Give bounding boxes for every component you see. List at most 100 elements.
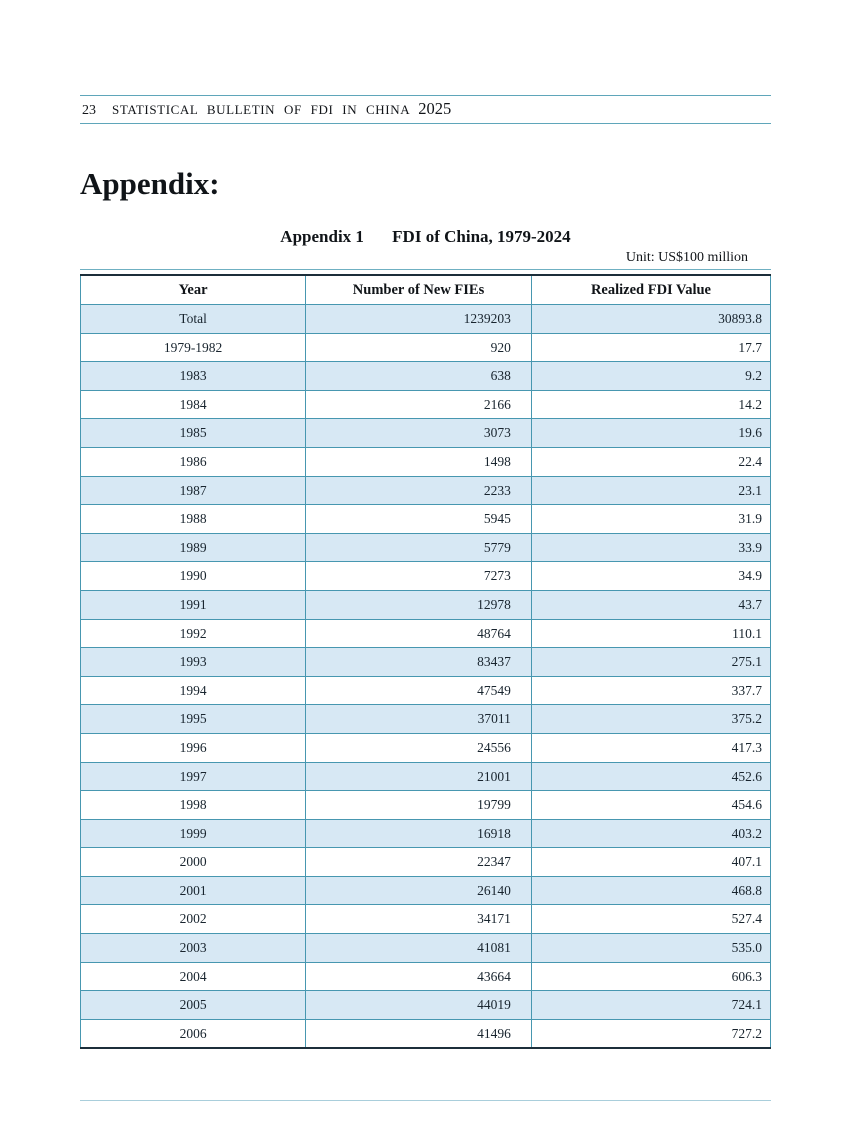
- table-row: 2002 34171 527.4: [79, 904, 772, 935]
- running-header: 23 STATISTICAL BULLETIN OF FDI IN CHINA …: [80, 95, 771, 124]
- table-row: 1993 83437 275.1: [79, 647, 772, 677]
- table-row: 1986 1498 22.4: [79, 446, 772, 477]
- cell-fdi-value: 606.3: [530, 961, 772, 992]
- cell-new-fies: 2166: [305, 389, 532, 420]
- cell-new-fies: 2233: [305, 475, 532, 506]
- cell-year: 1989: [79, 532, 307, 563]
- cell-new-fies: 920: [305, 332, 532, 363]
- table-row: 2001 26140 468.8: [79, 875, 772, 906]
- cell-year: 2000: [79, 847, 307, 877]
- cell-year: 2006: [79, 1018, 307, 1050]
- cell-year: 1979-1982: [79, 332, 307, 363]
- table-row: 2000 22347 407.1: [79, 847, 772, 877]
- table-row: 2006 41496 727.2: [79, 1018, 772, 1050]
- col-header-new-fies: Number of New FIEs: [305, 274, 532, 305]
- cell-year: 1986: [79, 446, 307, 477]
- cell-fdi-value: 33.9: [530, 532, 772, 563]
- cell-new-fies: 43664: [305, 961, 532, 992]
- table-row: 2004 43664 606.3: [79, 961, 772, 992]
- cell-fdi-value: 417.3: [530, 732, 772, 763]
- table-row: 1979-1982 920 17.7: [79, 332, 772, 363]
- cell-new-fies: 41081: [305, 933, 532, 963]
- table-row: 1990 7273 34.9: [79, 561, 772, 591]
- cell-fdi-value: 337.7: [530, 675, 772, 706]
- cell-fdi-value: 275.1: [530, 647, 772, 677]
- cell-fdi-value: 403.2: [530, 818, 772, 849]
- table-row: 1984 2166 14.2: [79, 389, 772, 420]
- cell-fdi-value: 31.9: [530, 504, 772, 534]
- cell-new-fies: 1239203: [305, 304, 532, 334]
- cell-fdi-value: 22.4: [530, 446, 772, 477]
- cell-year: 1990: [79, 561, 307, 591]
- table-row: 1989 5779 33.9: [79, 532, 772, 563]
- cell-year: 1995: [79, 704, 307, 734]
- cell-fdi-value: 468.8: [530, 875, 772, 906]
- col-header-year: Year: [79, 274, 307, 305]
- cell-new-fies: 638: [305, 361, 532, 391]
- table-row: 1995 37011 375.2: [79, 704, 772, 734]
- table-row: Total 1239203 30893.8: [79, 304, 772, 334]
- cell-year: 1992: [79, 618, 307, 649]
- cell-fdi-value: 527.4: [530, 904, 772, 935]
- cell-fdi-value: 34.9: [530, 561, 772, 591]
- cell-new-fies: 21001: [305, 761, 532, 792]
- table-row: 1998 19799 454.6: [79, 790, 772, 820]
- cell-fdi-value: 727.2: [530, 1018, 772, 1050]
- cell-fdi-value: 454.6: [530, 790, 772, 820]
- cell-year: 2003: [79, 933, 307, 963]
- cell-new-fies: 16918: [305, 818, 532, 849]
- table-row: 1987 2233 23.1: [79, 475, 772, 506]
- table-row: 1991 12978 43.7: [79, 589, 772, 620]
- footer-rule: [80, 1100, 771, 1102]
- cell-fdi-value: 19.6: [530, 418, 772, 448]
- cell-new-fies: 1498: [305, 446, 532, 477]
- table-row: 2005 44019 724.1: [79, 990, 772, 1020]
- cell-fdi-value: 17.7: [530, 332, 772, 363]
- table-caption-label: Appendix 1: [280, 227, 364, 246]
- cell-year: 1999: [79, 818, 307, 849]
- cell-new-fies: 3073: [305, 418, 532, 448]
- appendix-heading: Appendix:: [80, 166, 220, 201]
- cell-fdi-value: 23.1: [530, 475, 772, 506]
- table-caption: Appendix 1 FDI of China, 1979-2024: [80, 226, 771, 248]
- bulletin-year: 2025: [418, 99, 452, 118]
- cell-new-fies: 12978: [305, 589, 532, 620]
- table-row: 1994 47549 337.7: [79, 675, 772, 706]
- cell-new-fies: 5779: [305, 532, 532, 563]
- table-body: Total 1239203 30893.8 1979-1982 920 17.7…: [79, 304, 772, 1050]
- cell-year: 1997: [79, 761, 307, 792]
- appendix-table-block: Appendix 1 FDI of China, 1979-2024 Unit:…: [79, 226, 772, 1050]
- table-header-row: Year Number of New FIEs Realized FDI Val…: [79, 274, 772, 305]
- cell-fdi-value: 30893.8: [530, 304, 772, 334]
- table-head: Year Number of New FIEs Realized FDI Val…: [79, 274, 772, 305]
- cell-year: 1991: [79, 589, 307, 620]
- table-caption-title: FDI of China, 1979-2024: [392, 227, 571, 246]
- cell-fdi-value: 375.2: [530, 704, 772, 734]
- cell-new-fies: 19799: [305, 790, 532, 820]
- cell-fdi-value: 407.1: [530, 847, 772, 877]
- bulletin-title: STATISTICAL BULLETIN OF FDI IN CHINA: [112, 102, 411, 117]
- cell-new-fies: 44019: [305, 990, 532, 1020]
- cell-new-fies: 22347: [305, 847, 532, 877]
- cell-year: 2001: [79, 875, 307, 906]
- page-number: 23: [82, 103, 96, 118]
- col-header-fdi-value: Realized FDI Value: [530, 274, 772, 305]
- cell-year: 1998: [79, 790, 307, 820]
- cell-fdi-value: 43.7: [530, 589, 772, 620]
- cell-new-fies: 41496: [305, 1018, 532, 1050]
- cell-fdi-value: 535.0: [530, 933, 772, 963]
- cell-year: 2004: [79, 961, 307, 992]
- cell-new-fies: 48764: [305, 618, 532, 649]
- table-row: 1996 24556 417.3: [79, 732, 772, 763]
- cell-year: 1985: [79, 418, 307, 448]
- cell-year: 1994: [79, 675, 307, 706]
- cell-year: 1987: [79, 475, 307, 506]
- table-row: 2003 41081 535.0: [79, 933, 772, 963]
- fdi-table: Year Number of New FIEs Realized FDI Val…: [79, 274, 772, 1050]
- cell-fdi-value: 452.6: [530, 761, 772, 792]
- table-row: 1985 3073 19.6: [79, 418, 772, 448]
- cell-fdi-value: 14.2: [530, 389, 772, 420]
- table-row: 1999 16918 403.2: [79, 818, 772, 849]
- table-row: 1983 638 9.2: [79, 361, 772, 391]
